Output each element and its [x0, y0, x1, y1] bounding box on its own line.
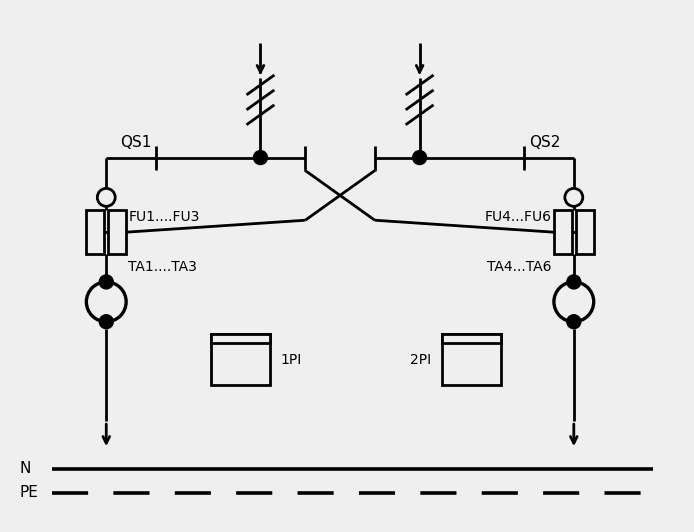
Text: QS2: QS2	[529, 135, 561, 149]
Bar	[211, 334, 271, 343]
Text: PE: PE	[19, 485, 39, 500]
Bar	[86, 210, 104, 254]
Bar	[554, 210, 572, 254]
Circle shape	[253, 151, 267, 164]
Circle shape	[567, 275, 581, 289]
Text: QS1: QS1	[119, 135, 151, 149]
Bar	[441, 334, 501, 385]
Text: N: N	[19, 461, 31, 477]
Text: PI: PI	[233, 357, 248, 371]
Circle shape	[567, 315, 581, 329]
Text: FU1....FU3: FU1....FU3	[128, 210, 199, 224]
Bar	[108, 210, 126, 254]
Text: TA4...TA6: TA4...TA6	[487, 260, 552, 274]
Circle shape	[99, 275, 113, 289]
Text: 1PI: 1PI	[280, 353, 302, 367]
Bar	[211, 334, 271, 385]
Bar	[576, 210, 593, 254]
Text: TA1....TA3: TA1....TA3	[128, 260, 197, 274]
Text: FU4...FU6: FU4...FU6	[485, 210, 552, 224]
Text: 2PI: 2PI	[410, 353, 432, 367]
Bar	[441, 334, 501, 343]
Circle shape	[413, 151, 427, 164]
Text: PI: PI	[464, 357, 479, 371]
Circle shape	[99, 315, 113, 329]
